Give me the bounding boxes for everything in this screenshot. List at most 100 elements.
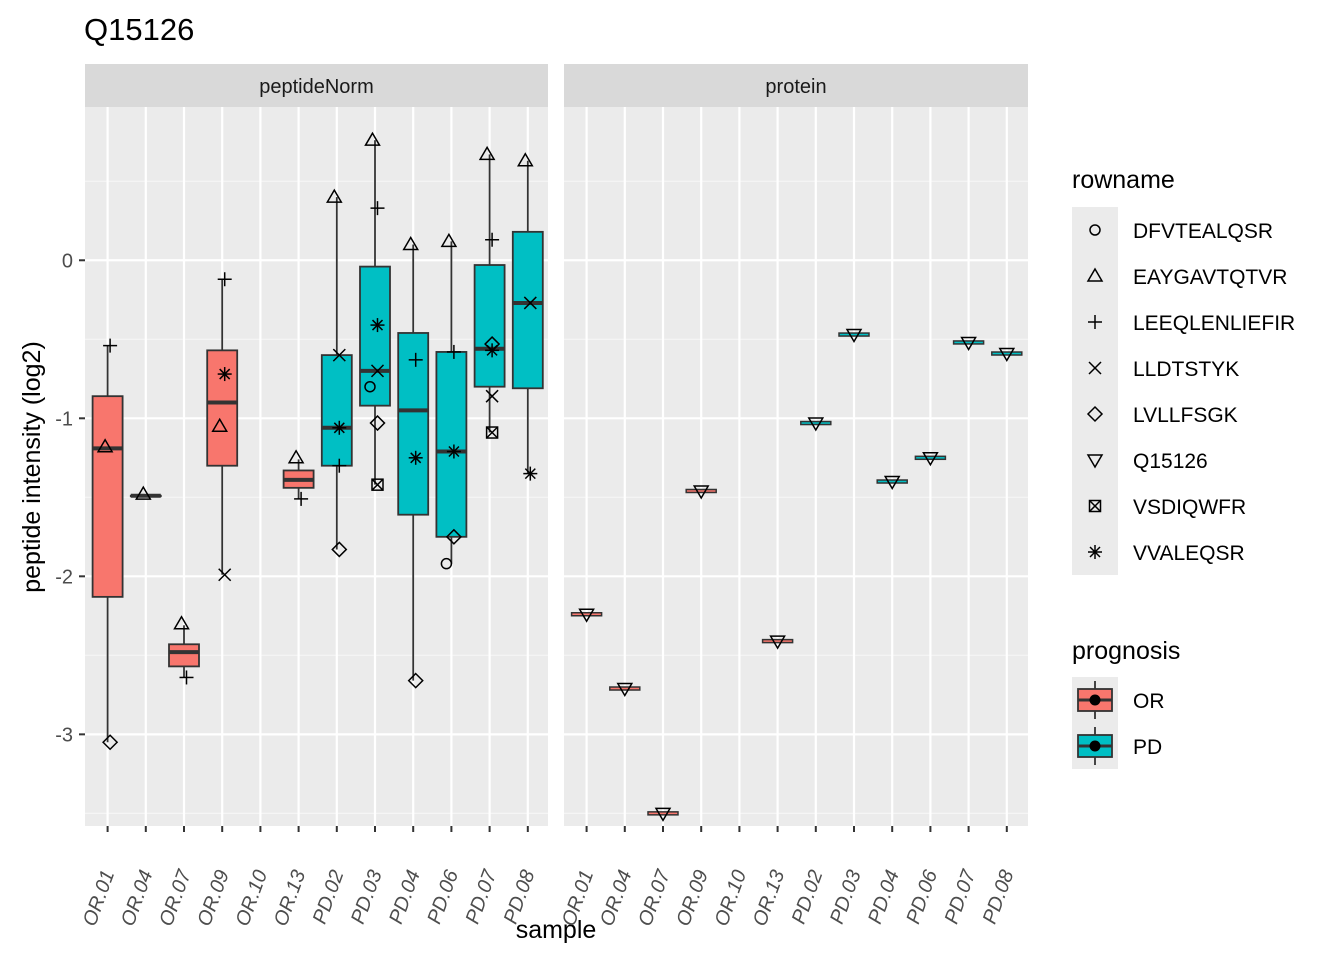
legend-label: VSDIQWFR bbox=[1133, 496, 1246, 519]
marker-triangle bbox=[96, 438, 114, 453]
boxplot-PD.04 bbox=[397, 244, 430, 681]
marker-cross-b bbox=[523, 296, 537, 310]
protein-box-OR.01 bbox=[570, 612, 603, 617]
marker-ast-b bbox=[219, 368, 231, 380]
point-LEEQLENLIEFIR bbox=[485, 232, 500, 247]
legend-key-LEEQLENLIEFIR bbox=[1088, 315, 1102, 329]
marker-diamond bbox=[484, 335, 501, 353]
panel-background bbox=[85, 107, 548, 826]
protein-box-PD.03 bbox=[838, 332, 870, 337]
marker-ast-b bbox=[333, 422, 345, 434]
x-tick-label: OR.04 bbox=[596, 867, 636, 929]
marker-triangle-down bbox=[998, 347, 1016, 363]
marker-diamond bbox=[1086, 405, 1104, 423]
x-tick-label: PD.03 bbox=[826, 867, 866, 927]
prognosis-legend-title: prognosis bbox=[1072, 637, 1180, 665]
point-LVLLFSGK bbox=[331, 541, 348, 558]
point-VVALEQSR bbox=[217, 367, 232, 382]
marker-diamond bbox=[369, 414, 386, 432]
marker-ast-b bbox=[371, 319, 384, 331]
box-iqr bbox=[473, 264, 506, 388]
box-iqr bbox=[435, 351, 468, 538]
point-Q15126 bbox=[578, 608, 595, 623]
point-LVLLFSGK bbox=[445, 528, 462, 545]
marker-cross-b bbox=[370, 364, 385, 378]
point-LEEQLENLIEFIR bbox=[332, 458, 347, 473]
marker-triangle bbox=[1086, 267, 1104, 282]
legend-key-EAYGAVTQTVR bbox=[1086, 267, 1104, 282]
point-LVLLFSGK bbox=[407, 672, 424, 689]
marker-ast-b bbox=[524, 468, 536, 480]
box-flat bbox=[914, 455, 947, 461]
marker-square-diag-b bbox=[1088, 499, 1102, 513]
boxplot-OR.01 bbox=[91, 345, 124, 743]
marker-square bbox=[485, 426, 499, 439]
x-tick-label: OR.10 bbox=[711, 867, 751, 929]
marker-triangle bbox=[287, 449, 305, 464]
x-tick-label: OR.09 bbox=[672, 867, 712, 929]
x-axis-label: sample bbox=[516, 916, 597, 944]
point-VSDIQWFR bbox=[371, 478, 384, 491]
protein-box-PD.08 bbox=[991, 351, 1023, 356]
marker-triangle-down bbox=[807, 417, 825, 432]
x-tick-label: PD.08 bbox=[979, 867, 1019, 927]
x-tick-label: OR.10 bbox=[232, 867, 272, 929]
box-flat bbox=[685, 488, 717, 494]
point-LEEQLENLIEFIR bbox=[179, 670, 194, 685]
marker-triangle-down bbox=[692, 485, 710, 500]
marker-diamond bbox=[445, 528, 462, 545]
panel-peptideNorm: peptideNorm OR.01OR.04OR.07OR.09OR.10OR.1… bbox=[79, 64, 548, 929]
box-flat bbox=[800, 420, 832, 426]
y-tick-label: -2 bbox=[55, 566, 73, 588]
point-Q15126 bbox=[960, 336, 977, 351]
point-EAYGAVTQTVR bbox=[96, 438, 114, 453]
legend-label: EAYGAVTQTVR bbox=[1133, 266, 1287, 289]
box-iqr bbox=[320, 354, 353, 467]
box-flat bbox=[761, 638, 794, 644]
point-DFVTEALQSR bbox=[440, 557, 453, 570]
legend-label: Q15126 bbox=[1133, 450, 1208, 473]
marker-circle bbox=[440, 557, 453, 570]
point-EAYGAVTQTVR bbox=[478, 145, 496, 161]
x-tick-label: PD.06 bbox=[902, 866, 942, 927]
point-LLDTSTYK bbox=[370, 364, 385, 378]
marker-triangle bbox=[516, 152, 534, 167]
legend-label: VVALEQSR bbox=[1133, 542, 1245, 565]
marker-triangle bbox=[211, 417, 229, 432]
protein-box-OR.09 bbox=[685, 488, 717, 494]
marker-square bbox=[1088, 499, 1102, 513]
legend-label: PD bbox=[1133, 736, 1162, 759]
point-LEEQLENLIEFIR bbox=[446, 344, 461, 359]
y-axis: 0 -1 -2 -3 bbox=[55, 250, 85, 746]
marker-cross-b bbox=[1088, 361, 1102, 375]
boxplot-OR.09 bbox=[206, 279, 239, 575]
point-LEEQLENLIEFIR bbox=[103, 338, 118, 353]
box-flat bbox=[876, 479, 908, 484]
legend-label: LVLLFSGK bbox=[1133, 404, 1238, 427]
x-tick-label: PD.04 bbox=[864, 867, 904, 927]
box-iqr bbox=[91, 395, 124, 598]
protein-box-OR.04 bbox=[609, 686, 641, 691]
point-LEEQLENLIEFIR bbox=[294, 491, 309, 506]
facet-strip bbox=[85, 64, 548, 107]
boxplot-OR.07 bbox=[168, 625, 200, 678]
point-EAYGAVTQTVR bbox=[287, 449, 305, 464]
point-LLDTSTYK bbox=[218, 568, 232, 582]
panels: peptideNormOR.01OR.04OR.07OR.09OR.10OR.1… bbox=[55, 64, 1028, 929]
legend-label: DFVTEALQSR bbox=[1133, 220, 1273, 243]
protein-box-PD.07 bbox=[952, 340, 985, 345]
panel-background bbox=[564, 107, 1028, 826]
x-tick-label: OR.04 bbox=[117, 867, 157, 929]
x-tick-label: PD.04 bbox=[385, 867, 425, 927]
facet-strip-label: protein bbox=[765, 76, 826, 98]
marker-diamond bbox=[331, 541, 348, 558]
marker-square-diag-b bbox=[486, 426, 499, 439]
x-tick-label: OR.13 bbox=[749, 867, 789, 929]
marker-ast-b bbox=[1089, 546, 1101, 558]
x-tick-label: OR.07 bbox=[155, 866, 196, 929]
x-tick-label: PD.07 bbox=[941, 866, 981, 927]
facet-strip-label: peptideNorm bbox=[259, 76, 374, 98]
point-Q15126 bbox=[616, 682, 634, 698]
point-EAYGAVTQTVR bbox=[134, 485, 152, 500]
chart-title: Q15126 bbox=[84, 12, 194, 47]
